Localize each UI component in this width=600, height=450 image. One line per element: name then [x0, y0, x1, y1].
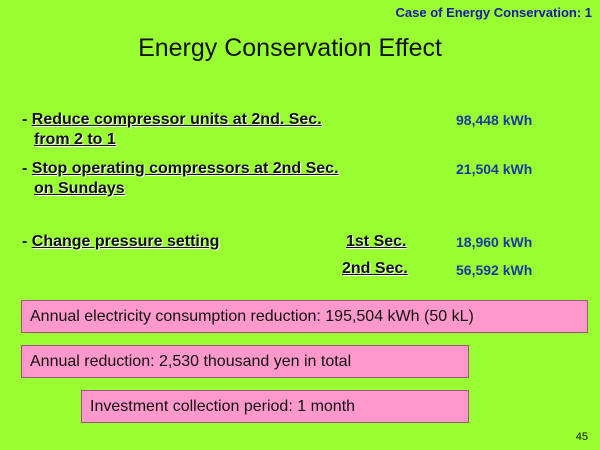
annual-consumption-box: Annual electricity consumption reduction… [21, 300, 588, 333]
item-line: Reduce compressor units at 2nd. Sec. [31, 111, 322, 128]
item-reduce-compressor: - Reduce compressor units at 2nd. Sec. [22, 110, 322, 130]
item-reduce-compressor-cont: from 2 to 1 [34, 130, 116, 150]
savings-value: 98,448 kWh [456, 112, 533, 128]
savings-value: 56,592 kWh [456, 262, 533, 278]
investment-period-text: Investment collection period: 1 month [90, 397, 356, 415]
item-line: from 2 to 1 [34, 131, 116, 148]
item-line: on Sundays [34, 180, 125, 197]
investment-period-box: Investment collection period: 1 month [81, 390, 469, 423]
savings-value: 21,504 kWh [456, 161, 533, 177]
annual-reduction-text: Annual reduction: 2,530 thousand yen in … [30, 352, 352, 370]
page-number: 45 [575, 431, 588, 443]
annual-consumption-text: Annual electricity consumption reduction… [30, 307, 474, 325]
item-line: Change pressure setting [31, 233, 220, 250]
sub-label-1st-sec: 1st Sec. [346, 233, 407, 250]
sub-label-2nd-sec: 2nd Sec. [342, 260, 408, 277]
savings-value: 18,960 kWh [456, 234, 533, 250]
bullet-dash: - [22, 233, 32, 250]
item-change-pressure: - Change pressure setting [22, 232, 301, 252]
item-stop-sundays-cont: on Sundays [34, 179, 125, 199]
slide-title: Energy Conservation Effect [138, 34, 442, 62]
bullet-dash: - [22, 160, 32, 177]
item-line: Stop operating compressors at 2nd Sec. [31, 160, 339, 177]
case-label: Case of Energy Conservation: 1 [395, 5, 593, 20]
bullet-dash: - [22, 111, 32, 128]
item-stop-sundays: - Stop operating compressors at 2nd Sec. [22, 159, 339, 179]
annual-reduction-box: Annual reduction: 2,530 thousand yen in … [21, 345, 469, 378]
